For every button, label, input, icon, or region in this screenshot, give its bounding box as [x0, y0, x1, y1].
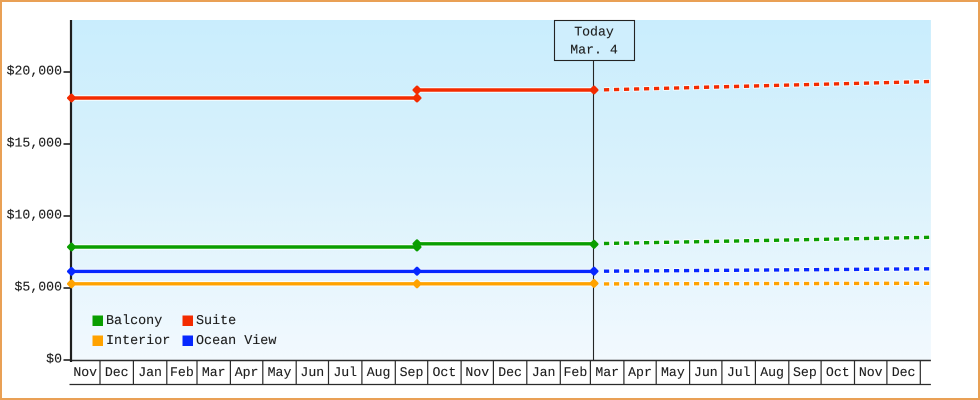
svg-text:Feb: Feb [170, 365, 194, 380]
svg-text:Jun: Jun [694, 365, 718, 380]
svg-text:$20,000: $20,000 [7, 64, 62, 79]
svg-text:May: May [268, 365, 292, 380]
svg-text:Nov: Nov [73, 365, 97, 380]
svg-text:Jul: Jul [333, 365, 357, 380]
svg-text:Feb: Feb [564, 365, 588, 380]
svg-text:Dec: Dec [105, 365, 129, 380]
svg-text:Ocean View: Ocean View [196, 334, 276, 349]
svg-text:Mar. 4: Mar. 4 [570, 43, 618, 58]
svg-text:Interior: Interior [106, 334, 170, 349]
svg-text:Dec: Dec [892, 365, 916, 380]
svg-text:Apr: Apr [628, 365, 652, 380]
svg-text:Balcony: Balcony [106, 314, 162, 329]
svg-text:$0: $0 [46, 352, 62, 367]
svg-text:Jan: Jan [138, 365, 162, 380]
svg-text:Nov: Nov [465, 365, 489, 380]
svg-text:Apr: Apr [235, 365, 259, 380]
svg-text:Sep: Sep [793, 365, 817, 380]
svg-text:Oct: Oct [826, 365, 850, 380]
svg-text:Jan: Jan [532, 365, 556, 380]
svg-text:Nov: Nov [859, 365, 883, 380]
svg-text:May: May [661, 365, 685, 380]
svg-text:Oct: Oct [433, 365, 457, 380]
svg-text:Mar: Mar [202, 365, 226, 380]
svg-text:Today: Today [574, 25, 614, 40]
svg-text:$10,000: $10,000 [7, 208, 62, 223]
svg-text:Aug: Aug [367, 365, 391, 380]
svg-text:Jul: Jul [727, 365, 751, 380]
svg-text:$15,000: $15,000 [7, 136, 62, 151]
svg-text:Jun: Jun [300, 365, 324, 380]
svg-text:Dec: Dec [498, 365, 522, 380]
svg-text:Aug: Aug [760, 365, 784, 380]
svg-text:$5,000: $5,000 [15, 280, 63, 295]
svg-text:Mar: Mar [595, 365, 619, 380]
svg-text:Sep: Sep [400, 365, 424, 380]
svg-text:Suite: Suite [196, 314, 236, 329]
